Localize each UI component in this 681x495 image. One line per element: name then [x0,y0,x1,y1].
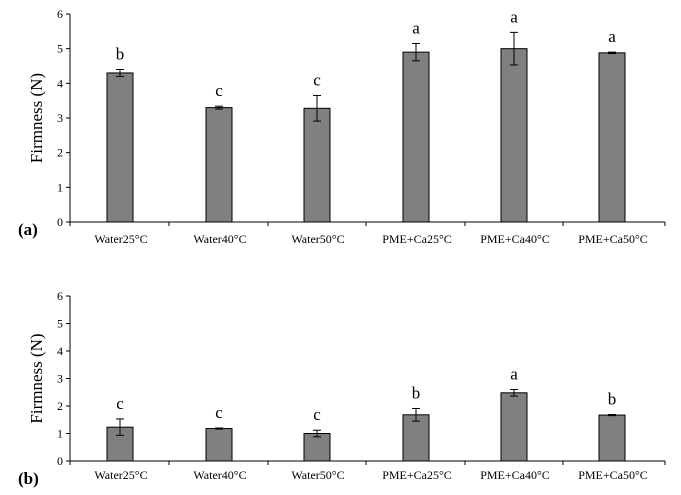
x-category-label: PME+Ca50°C [578,232,648,246]
y-tick-label: 4 [57,76,63,90]
significance-letter: a [412,18,420,37]
y-tick-label: 3 [57,372,63,386]
x-category-label: Water25°C [94,232,147,246]
y-tick-label: 2 [57,399,63,413]
bar [205,107,233,223]
significance-letter: c [313,405,321,424]
significance-letter: c [116,394,124,413]
y-tick-label: 5 [57,42,63,56]
y-axis-label: Firmness (N) [27,333,46,423]
x-category-label: Water25°C [94,468,147,482]
chart-panel-b: 0 1 2 3 4 5 6 Firmness (N) (b) c Water25°C c Water40… [18,289,666,488]
significance-letter: c [215,81,223,100]
significance-letter: c [215,403,223,422]
x-category-label: Water40°C [193,232,246,246]
significance-letter: c [313,70,321,89]
y-tick-label: 1 [57,427,63,441]
x-category-label: Water50°C [291,232,344,246]
y-tick-label: 1 [57,180,63,194]
y-tick-label: 0 [57,454,63,468]
bar [106,72,134,223]
y-tick-label: 2 [57,146,63,160]
bar [598,414,626,462]
significance-letter: b [608,390,617,409]
x-category-label: Water40°C [193,468,246,482]
bar [303,107,331,223]
panel-label: (b) [18,469,39,488]
x-category-label: PME+Ca25°C [382,232,452,246]
y-tick-label: 4 [57,344,63,358]
x-category-label: Water50°C [291,468,344,482]
y-tick-label: 6 [57,7,63,21]
bar [402,414,430,462]
bar [303,433,331,462]
bar [500,392,528,462]
significance-letter: a [510,365,518,384]
y-tick-label: 6 [57,289,63,303]
significance-letter: a [608,27,616,46]
bar [402,51,430,223]
x-category-label: PME+Ca50°C [578,468,648,482]
panel-label: (a) [18,220,38,239]
bar [205,428,233,462]
y-tick-label: 5 [57,317,63,331]
y-tick-label: 3 [57,111,63,125]
y-axis-label: Firmness (N) [27,73,46,163]
significance-letter: a [510,7,518,26]
x-category-label: PME+Ca40°C [480,468,550,482]
bar [598,52,626,223]
bar [500,48,528,223]
y-tick-label: 0 [57,215,63,229]
x-category-label: PME+Ca25°C [382,468,452,482]
significance-letter: b [412,383,421,402]
x-category-label: PME+Ca40°C [480,232,550,246]
significance-letter: b [116,44,125,63]
chart-panel-a: 0 1 2 3 4 5 6 Firmness (N) (a) b Water25°C c Water40… [18,7,666,246]
